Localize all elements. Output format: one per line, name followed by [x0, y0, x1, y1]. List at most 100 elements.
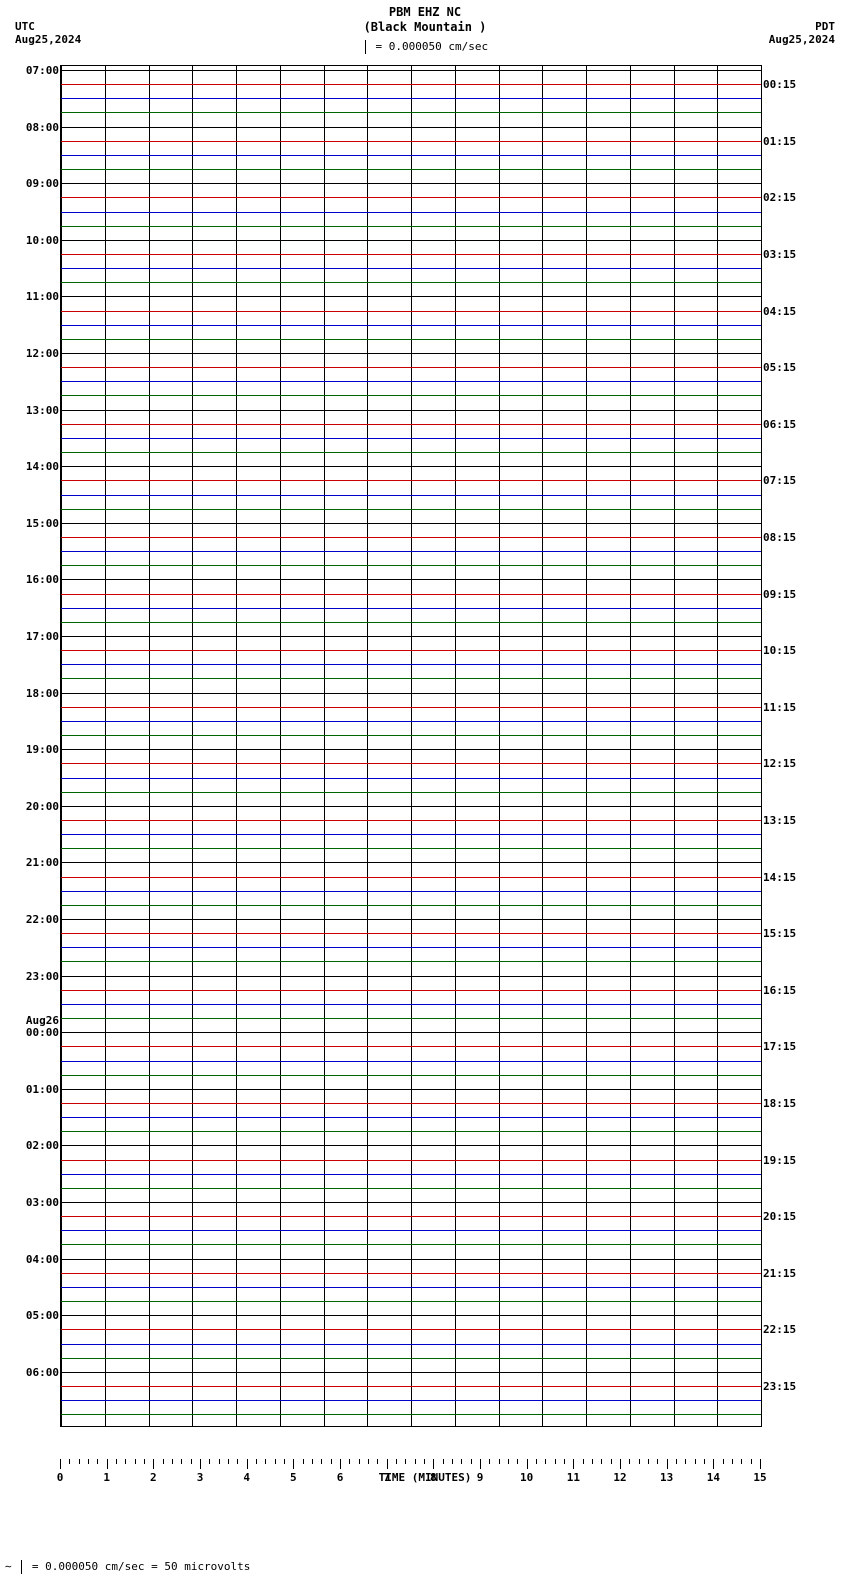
xtick-minor [312, 1459, 313, 1464]
vgrid-line [61, 66, 62, 1426]
trace-row [61, 891, 761, 892]
trace-row [61, 664, 761, 665]
xtick-minor [536, 1459, 537, 1464]
trace-row [61, 1202, 761, 1203]
trace-line [61, 834, 761, 835]
trace-row [61, 1344, 761, 1345]
trace-row [61, 961, 761, 962]
xtick-major [620, 1459, 621, 1469]
station-title: PBM EHZ NC [0, 5, 850, 19]
trace-row [61, 1188, 761, 1189]
vgrid-line [761, 66, 762, 1426]
trace-row [61, 862, 761, 863]
xtick-minor [359, 1459, 360, 1464]
trace-row [61, 282, 761, 283]
utc-time-label: 23:00 [26, 970, 59, 983]
utc-time-label: 14:00 [26, 460, 59, 473]
trace-row [61, 976, 761, 977]
trace-line [61, 1244, 761, 1245]
xtick-minor [564, 1459, 565, 1464]
trace-row [61, 749, 761, 750]
trace-row [61, 919, 761, 920]
xtick-major [387, 1459, 388, 1469]
pdt-time-label: 00:15 [763, 78, 796, 91]
utc-time-label: 05:00 [26, 1309, 59, 1322]
trace-line [61, 1301, 761, 1302]
trace-line [61, 778, 761, 779]
trace-line [61, 1400, 761, 1401]
trace-row [61, 1089, 761, 1090]
vgrid-line [717, 66, 718, 1426]
xtick-minor [275, 1459, 276, 1464]
trace-line [61, 466, 761, 467]
trace-row [61, 1145, 761, 1146]
xtick-minor [368, 1459, 369, 1464]
utc-time-label: 16:00 [26, 573, 59, 586]
pdt-time-label: 03:15 [763, 248, 796, 261]
trace-line [61, 141, 761, 142]
pdt-time-label: 22:15 [763, 1323, 796, 1336]
xtick-major [60, 1459, 61, 1469]
trace-row [61, 1046, 761, 1047]
footer-text: = 0.000050 cm/sec = 50 microvolts [32, 1560, 251, 1573]
trace-row [61, 537, 761, 538]
trace-row [61, 650, 761, 651]
xtick-minor [415, 1459, 416, 1464]
footer-scale-bar-icon [21, 1560, 22, 1574]
trace-row [61, 636, 761, 637]
pdt-time-label: 15:15 [763, 927, 796, 940]
trace-row [61, 693, 761, 694]
xtick-minor [583, 1459, 584, 1464]
trace-line [61, 424, 761, 425]
trace-line [61, 495, 761, 496]
xtick-minor [629, 1459, 630, 1464]
utc-time-label: 02:00 [26, 1139, 59, 1152]
pdt-time-label: 23:15 [763, 1380, 796, 1393]
trace-line [61, 1344, 761, 1345]
trace-row [61, 410, 761, 411]
vgrid-line [499, 66, 500, 1426]
utc-time-label: 12:00 [26, 347, 59, 360]
pdt-time-label: 02:15 [763, 191, 796, 204]
pdt-time-label: 18:15 [763, 1097, 796, 1110]
trace-line [61, 707, 761, 708]
trace-row [61, 1131, 761, 1132]
trace-row [61, 1216, 761, 1217]
vgrid-line [236, 66, 237, 1426]
xtick-minor [163, 1459, 164, 1464]
trace-line [61, 976, 761, 977]
trace-row [61, 466, 761, 467]
trace-row [61, 848, 761, 849]
trace-line [61, 763, 761, 764]
station-subtitle: (Black Mountain ) [0, 20, 850, 34]
utc-time-label: 22:00 [26, 913, 59, 926]
scale-indicator: = 0.000050 cm/sec [0, 40, 850, 54]
trace-row [61, 1372, 761, 1373]
trace-line [61, 1259, 761, 1260]
trace-row [61, 424, 761, 425]
vgrid-line [105, 66, 106, 1426]
trace-row [61, 990, 761, 991]
trace-line [61, 1131, 761, 1132]
trace-row [61, 1004, 761, 1005]
pdt-time-label: 06:15 [763, 418, 796, 431]
xtick-minor [741, 1459, 742, 1464]
trace-line [61, 127, 761, 128]
xtick-minor [601, 1459, 602, 1464]
trace-row [61, 1230, 761, 1231]
trace-line [61, 990, 761, 991]
trace-line [61, 1188, 761, 1189]
trace-line [61, 480, 761, 481]
trace-row [61, 84, 761, 85]
xtick-minor [144, 1459, 145, 1464]
trace-row [61, 325, 761, 326]
vgrid-line [411, 66, 412, 1426]
trace-line [61, 395, 761, 396]
xtick-minor [648, 1459, 649, 1464]
utc-time-label: 18:00 [26, 687, 59, 700]
trace-line [61, 1358, 761, 1359]
xtick-minor [489, 1459, 490, 1464]
trace-line [61, 1032, 761, 1033]
trace-line [61, 806, 761, 807]
pdt-time-label: 07:15 [763, 474, 796, 487]
